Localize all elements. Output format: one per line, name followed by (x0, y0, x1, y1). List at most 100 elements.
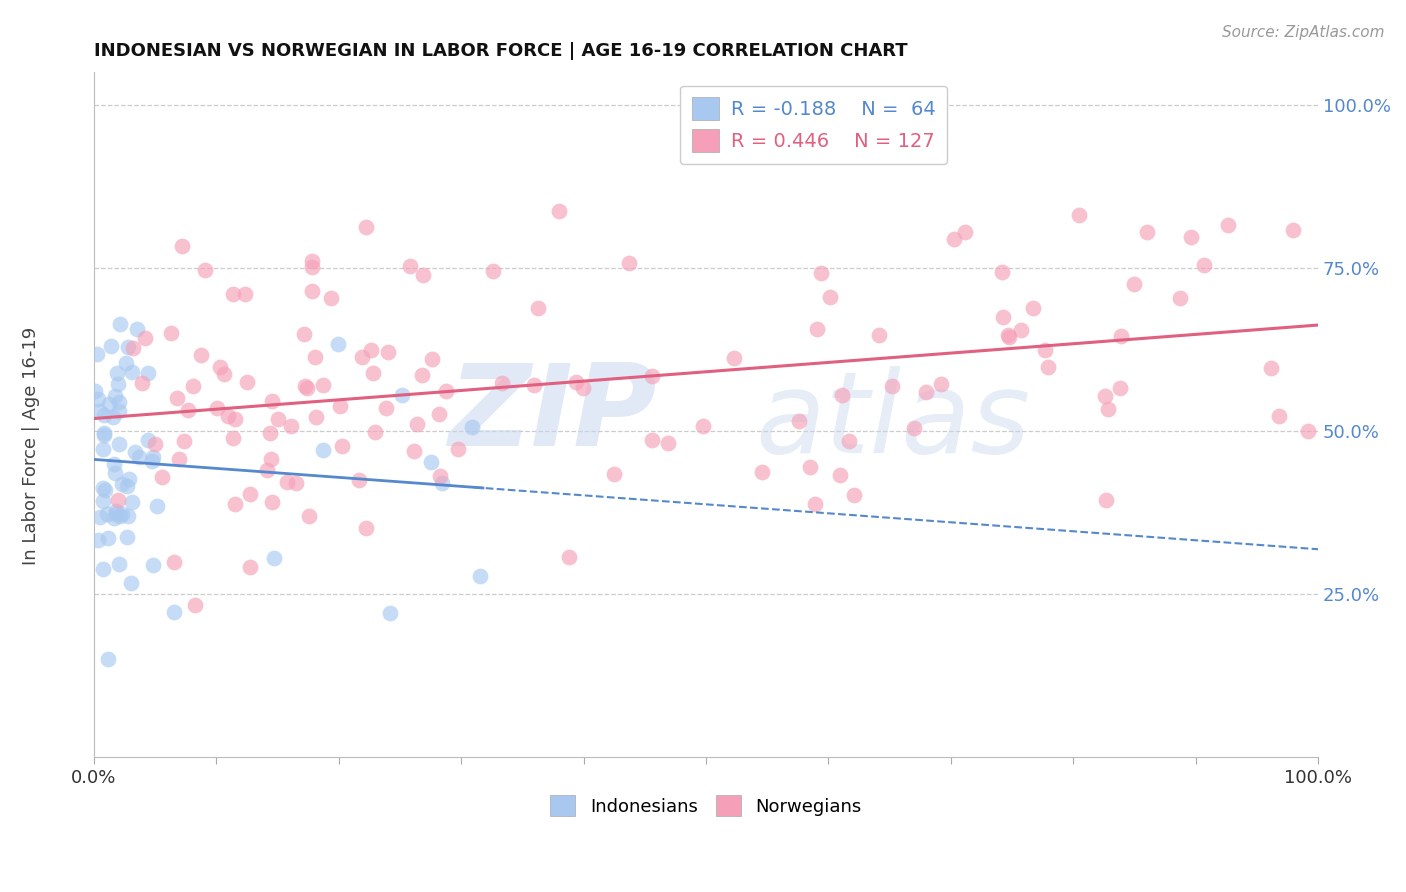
Point (991, 265, 1014, 279)
Point (91, 442, 114, 457)
Point (143, 437, 166, 451)
Point (224, 412, 246, 426)
Point (111, 477, 134, 491)
Point (284, 475, 307, 490)
Point (280, 418, 302, 433)
Point (523, 378, 546, 392)
Point (329, 399, 352, 413)
Point (181, 379, 204, 393)
Point (260, 495, 283, 509)
Point (482, 264, 505, 278)
Point (86, 347, 108, 361)
Point (108, 317, 131, 331)
Point (209, 359, 232, 374)
Point (375, 401, 398, 416)
Point (831, 387, 853, 401)
Point (1192, 258, 1215, 272)
Text: INDONESIAN VS NORWEGIAN IN LABOR FORCE | AGE 16-19 CORRELATION CHART: INDONESIAN VS NORWEGIAN IN LABOR FORCE |… (94, 42, 907, 60)
Point (398, 259, 420, 273)
Point (96, 507, 118, 521)
Point (150, 470, 173, 484)
Point (838, 434, 860, 449)
Point (103, 511, 125, 525)
Point (93, 408, 115, 422)
Point (312, 378, 335, 392)
Point (87, 403, 110, 417)
Point (97, 652, 120, 666)
Point (378, 606, 401, 620)
Point (294, 378, 316, 392)
Point (142, 558, 165, 573)
Point (1216, 218, 1239, 232)
Point (799, 460, 821, 475)
Point (1038, 359, 1060, 374)
Point (104, 389, 127, 403)
Point (558, 550, 581, 565)
Point (640, 368, 662, 383)
Point (103, 409, 125, 424)
Point (239, 487, 262, 501)
Point (235, 375, 257, 389)
Point (104, 504, 127, 518)
Point (160, 326, 183, 340)
Point (997, 327, 1019, 342)
Point (221, 431, 243, 445)
Point (301, 260, 323, 275)
Point (429, 469, 451, 483)
Point (1097, 402, 1119, 417)
Point (134, 331, 156, 345)
Point (723, 351, 745, 366)
Point (820, 289, 842, 303)
Point (1094, 389, 1116, 403)
Point (97, 396, 120, 410)
Point (172, 239, 194, 253)
Point (295, 381, 318, 395)
Point (1010, 323, 1032, 337)
Point (117, 509, 139, 524)
Point (121, 495, 143, 509)
Point (460, 420, 482, 434)
Point (602, 467, 624, 482)
Text: atlas: atlas (755, 366, 1031, 477)
Text: Source: ZipAtlas.com: Source: ZipAtlas.com (1222, 25, 1385, 40)
Point (110, 508, 132, 523)
Point (267, 411, 290, 425)
Point (404, 444, 426, 458)
Point (167, 451, 190, 466)
Point (94, 483, 117, 497)
Point (166, 391, 188, 405)
Point (108, 395, 131, 409)
Point (131, 376, 153, 390)
Point (806, 321, 828, 335)
Point (259, 451, 281, 466)
Point (391, 388, 413, 402)
Point (256, 463, 278, 477)
Point (100, 339, 122, 353)
Point (260, 393, 283, 408)
Point (107, 557, 129, 571)
Point (564, 375, 586, 389)
Point (354, 521, 377, 535)
Point (411, 368, 433, 382)
Point (91, 562, 114, 576)
Point (128, 450, 150, 465)
Point (1260, 361, 1282, 376)
Point (222, 287, 245, 301)
Point (104, 466, 127, 480)
Point (692, 418, 714, 433)
Point (347, 473, 370, 487)
Point (127, 322, 149, 336)
Point (114, 356, 136, 370)
Point (298, 509, 321, 524)
Point (124, 445, 146, 459)
Point (1136, 226, 1159, 240)
Point (305, 409, 328, 424)
Point (120, 576, 142, 591)
Point (115, 479, 138, 493)
Point (89, 510, 111, 524)
Point (548, 204, 571, 219)
Point (235, 287, 257, 301)
Point (356, 219, 378, 234)
Point (214, 367, 236, 381)
Point (190, 348, 212, 362)
